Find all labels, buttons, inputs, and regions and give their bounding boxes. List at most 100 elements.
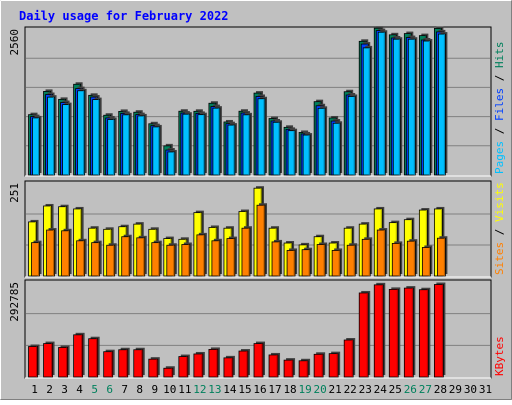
pages-bar [122,112,132,176]
pages-bar-body [137,115,146,176]
kbytes-bar-body [433,284,444,378]
sites-bar [181,242,192,277]
pages-bar [227,123,237,176]
pages-bar [137,113,147,176]
sites-bar-body [91,242,101,277]
kbytes-bar [58,345,70,378]
sites-bar-body [196,234,206,277]
x-tick-label: 10 [163,383,176,396]
x-tick-label: 14 [223,383,237,396]
pages-bar [332,121,343,176]
kbytes-bar-body [373,284,384,378]
kbytes-y-max-label: 292785 [8,282,21,322]
pages-bar-body [362,47,371,176]
kbytes-bar-body [313,353,324,378]
x-tick-label: 30 [464,383,477,396]
kbytes-series-legend: KBytes [493,336,506,376]
x-tick-label: 28 [434,383,447,396]
kbytes-bar [223,355,235,378]
sites-bar [331,248,343,277]
pages-bar-body [377,31,386,176]
kbytes-bar-body [358,292,369,378]
kbytes-bar [118,347,130,378]
sites-bar-body [181,244,191,277]
x-tick-label: 5 [91,383,98,396]
visits-sites-y-max-label: 251 [8,183,21,203]
sites-bar-body [421,247,431,277]
legend-visits: Visits [493,182,506,222]
pages-bar-body [92,99,101,176]
sites-bar [436,236,448,277]
sites-bar [106,243,117,277]
sites-bar-body [136,237,146,277]
sites-bar [196,232,207,277]
pages-bar-body [47,96,55,176]
pages-bar-body [392,38,401,176]
pages-bar [212,106,222,176]
x-tick-label: 31 [479,383,492,396]
sites-bar [346,243,358,277]
pages-bar [347,94,358,176]
x-tick-label: 16 [253,383,266,396]
sites-bar [91,240,102,277]
kbytes-bar-body [118,349,129,378]
pages-bar [32,115,42,176]
pages-bar-body [287,130,296,176]
sites-bar [46,228,57,277]
pages-bar-body [152,126,161,176]
x-tick-label: 21 [329,383,342,396]
sites-bar-body [61,230,70,277]
x-tick-label: 2 [46,383,53,396]
x-tick-label: 7 [121,383,128,396]
x-tick-label: 4 [76,383,83,396]
kbytes-bar [403,286,416,378]
x-tick-label: 25 [389,383,402,396]
pages-bar-body [317,107,326,176]
pages-bar-body [167,151,176,176]
kbytes-bar [268,352,281,378]
x-tick-label: 15 [238,383,251,396]
x-tick-label: 23 [359,383,372,396]
x-tick-label: 24 [374,383,388,396]
sites-bar [76,238,87,277]
pages-bar [437,32,448,176]
kbytes-bar-body [253,343,264,378]
sites-bar-body [391,242,401,277]
hits-files-pages-legend-separator: / [493,68,506,88]
pages-bar [107,117,117,176]
kbytes-bar-body [73,334,84,378]
kbytes-bar-body [403,287,414,378]
sites-bar-body [331,250,341,277]
kbytes-bar-body [43,343,53,378]
kbytes-bar-body [343,339,354,378]
pages-bar-body [407,38,416,176]
x-tick-label: 22 [344,383,357,396]
kbytes-bar-body [283,359,294,378]
x-tick-label: 11 [178,383,191,396]
sites-bar-body [286,250,296,277]
sites-bar [166,243,177,277]
kbytes-bar [178,354,190,378]
legend-pages: Pages [493,141,506,174]
x-tick-label: 19 [298,383,311,396]
sites-bar [421,245,433,277]
sites-bar [61,228,72,277]
x-tick-label: 29 [449,383,462,396]
sites-bar-body [151,242,161,277]
kbytes-bar [358,290,371,378]
hits-files-pages-panel: 2560 Pages / Files / Hits [8,26,506,177]
kbytes-bar [328,351,341,378]
sites-bar-body [106,244,116,277]
pages-bar-body [272,121,281,176]
sites-bar [226,236,237,277]
legend-files: Files [493,88,506,121]
pages-bar [62,102,72,176]
sites-bar-body [31,242,40,277]
sites-bar [391,241,403,277]
kbytes-bar [88,336,100,378]
pages-bar-body [437,33,446,176]
sites-bar-body [406,240,416,277]
pages-bar-body [332,122,341,176]
pages-bar-body [107,119,116,176]
